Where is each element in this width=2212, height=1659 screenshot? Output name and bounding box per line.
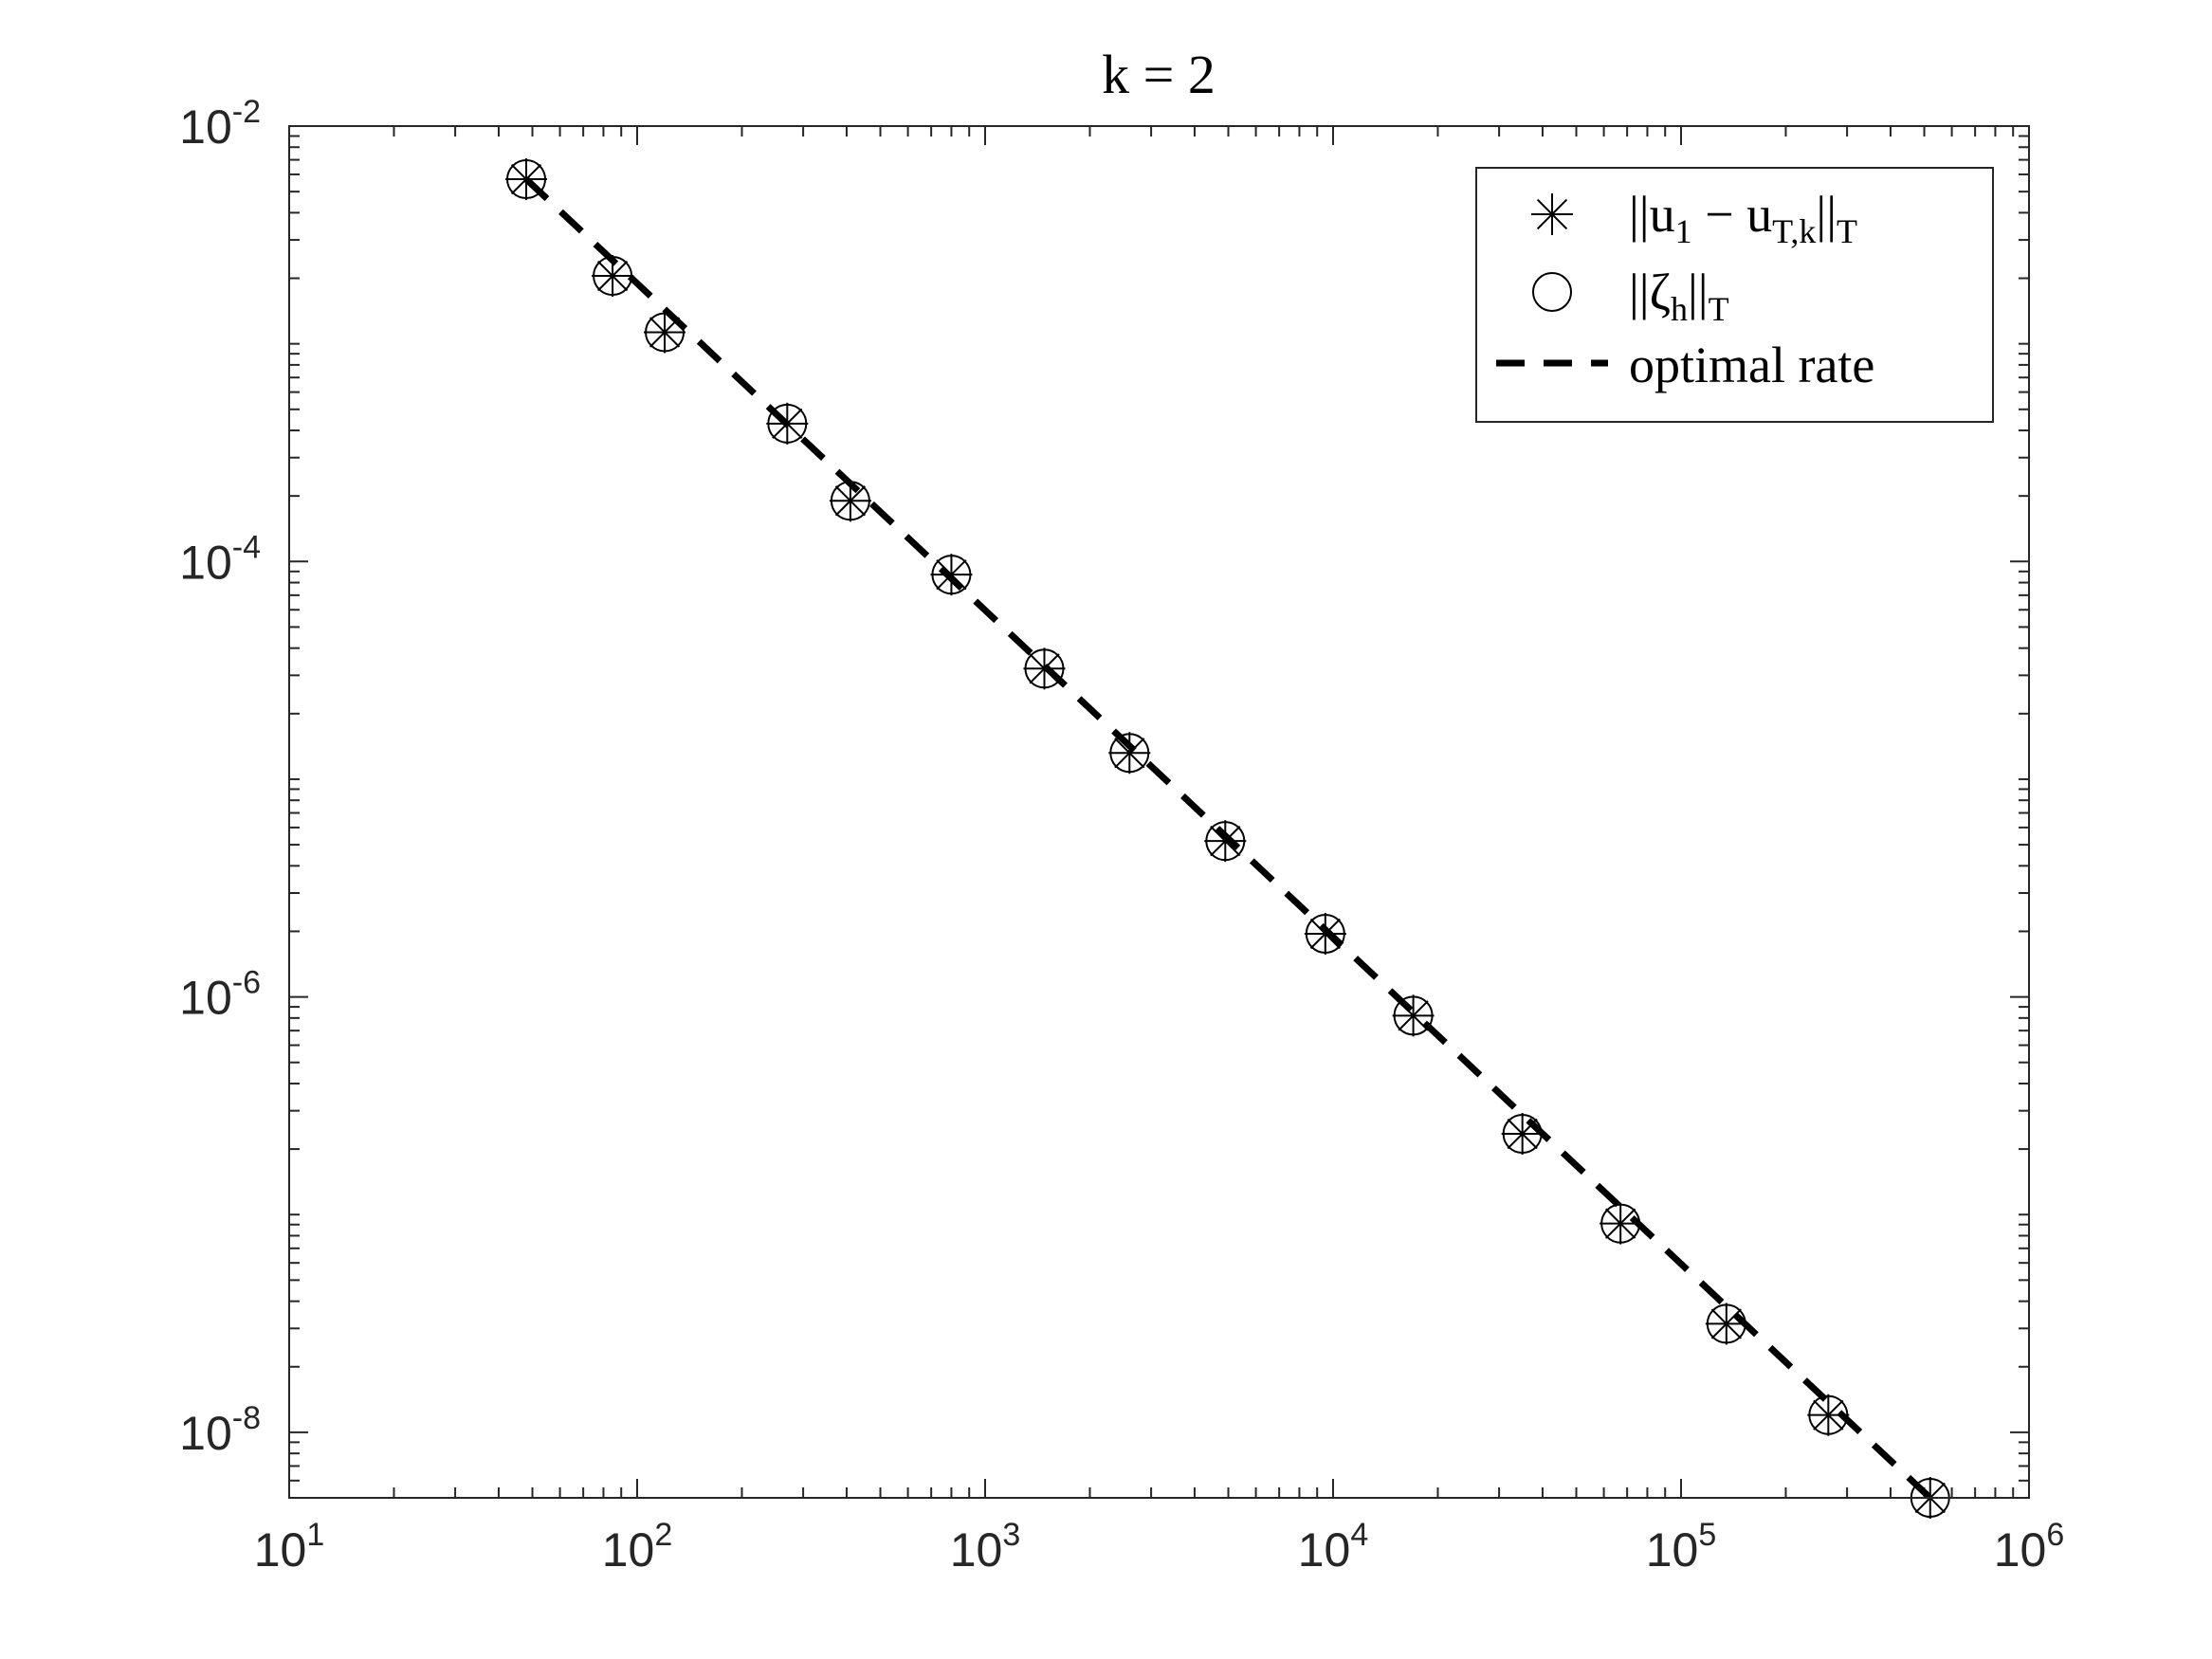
y-tick-label: 10-8 bbox=[179, 1400, 261, 1460]
asterisk-marker bbox=[592, 255, 634, 298]
circle-marker bbox=[931, 555, 972, 595]
x-tick-label: 102 bbox=[602, 1517, 673, 1577]
axis-ticks bbox=[288, 125, 2030, 1499]
circle-marker bbox=[593, 256, 633, 297]
legend: ||u1 − uT,k||T ||ζh||T optimal rate bbox=[1475, 167, 1994, 423]
data-markers bbox=[505, 158, 1951, 1519]
asterisk-marker bbox=[1392, 994, 1435, 1037]
tick-labels: 101 102 103 104 105 106 10-2 10-4 10-6 10-8 bbox=[179, 94, 2064, 1577]
asterisk-marker bbox=[505, 158, 548, 201]
x-tick-label: 104 bbox=[1298, 1517, 1369, 1577]
legend-label: ||ζh||T bbox=[1629, 264, 1729, 328]
x-tick-label: 101 bbox=[254, 1517, 325, 1577]
asterisk-marker bbox=[930, 554, 973, 596]
asterisk-marker bbox=[829, 480, 871, 522]
asterisk-marker bbox=[1600, 1202, 1642, 1245]
y-tick-label: 10-6 bbox=[179, 965, 261, 1025]
legend-label: ||u1 − uT,k||T bbox=[1629, 186, 1857, 250]
circle-marker bbox=[1600, 1203, 1641, 1244]
circle-marker bbox=[1706, 1304, 1746, 1344]
asterisk-marker bbox=[1023, 647, 1066, 690]
asterisk-marker bbox=[644, 311, 686, 354]
legend-box bbox=[1475, 167, 1994, 423]
asterisk-marker bbox=[1108, 732, 1151, 775]
legend-circle-icon bbox=[1532, 272, 1572, 312]
asterisk-marker bbox=[1501, 1113, 1544, 1156]
legend-label: optimal rate bbox=[1629, 337, 1874, 393]
circle-marker bbox=[1305, 913, 1345, 954]
circle-marker bbox=[1024, 648, 1065, 689]
legend-asterisk-icon bbox=[1531, 193, 1573, 235]
asterisk-marker bbox=[1204, 820, 1247, 863]
chart-title: k = 2 bbox=[1102, 44, 1216, 105]
circle-marker bbox=[1205, 821, 1246, 862]
y-tick-label: 10-2 bbox=[179, 94, 261, 154]
x-tick-label: 103 bbox=[950, 1517, 1021, 1577]
circle-marker bbox=[767, 403, 808, 444]
circle-marker bbox=[1393, 995, 1434, 1036]
asterisk-marker bbox=[1705, 1303, 1747, 1345]
asterisk-marker bbox=[1807, 1394, 1850, 1436]
y-tick-label: 10-4 bbox=[179, 529, 261, 589]
circle-marker bbox=[506, 159, 547, 200]
circle-marker bbox=[1109, 733, 1150, 774]
circle-marker bbox=[830, 481, 870, 521]
x-tick-label: 105 bbox=[1646, 1517, 1717, 1577]
circle-marker bbox=[1502, 1114, 1543, 1155]
circle-marker bbox=[645, 312, 686, 353]
plot-frame bbox=[288, 125, 2030, 1499]
asterisk-marker bbox=[766, 402, 809, 445]
asterisk-marker bbox=[1304, 912, 1346, 955]
x-tick-label: 106 bbox=[1994, 1517, 2065, 1577]
circle-marker bbox=[1808, 1395, 1849, 1435]
